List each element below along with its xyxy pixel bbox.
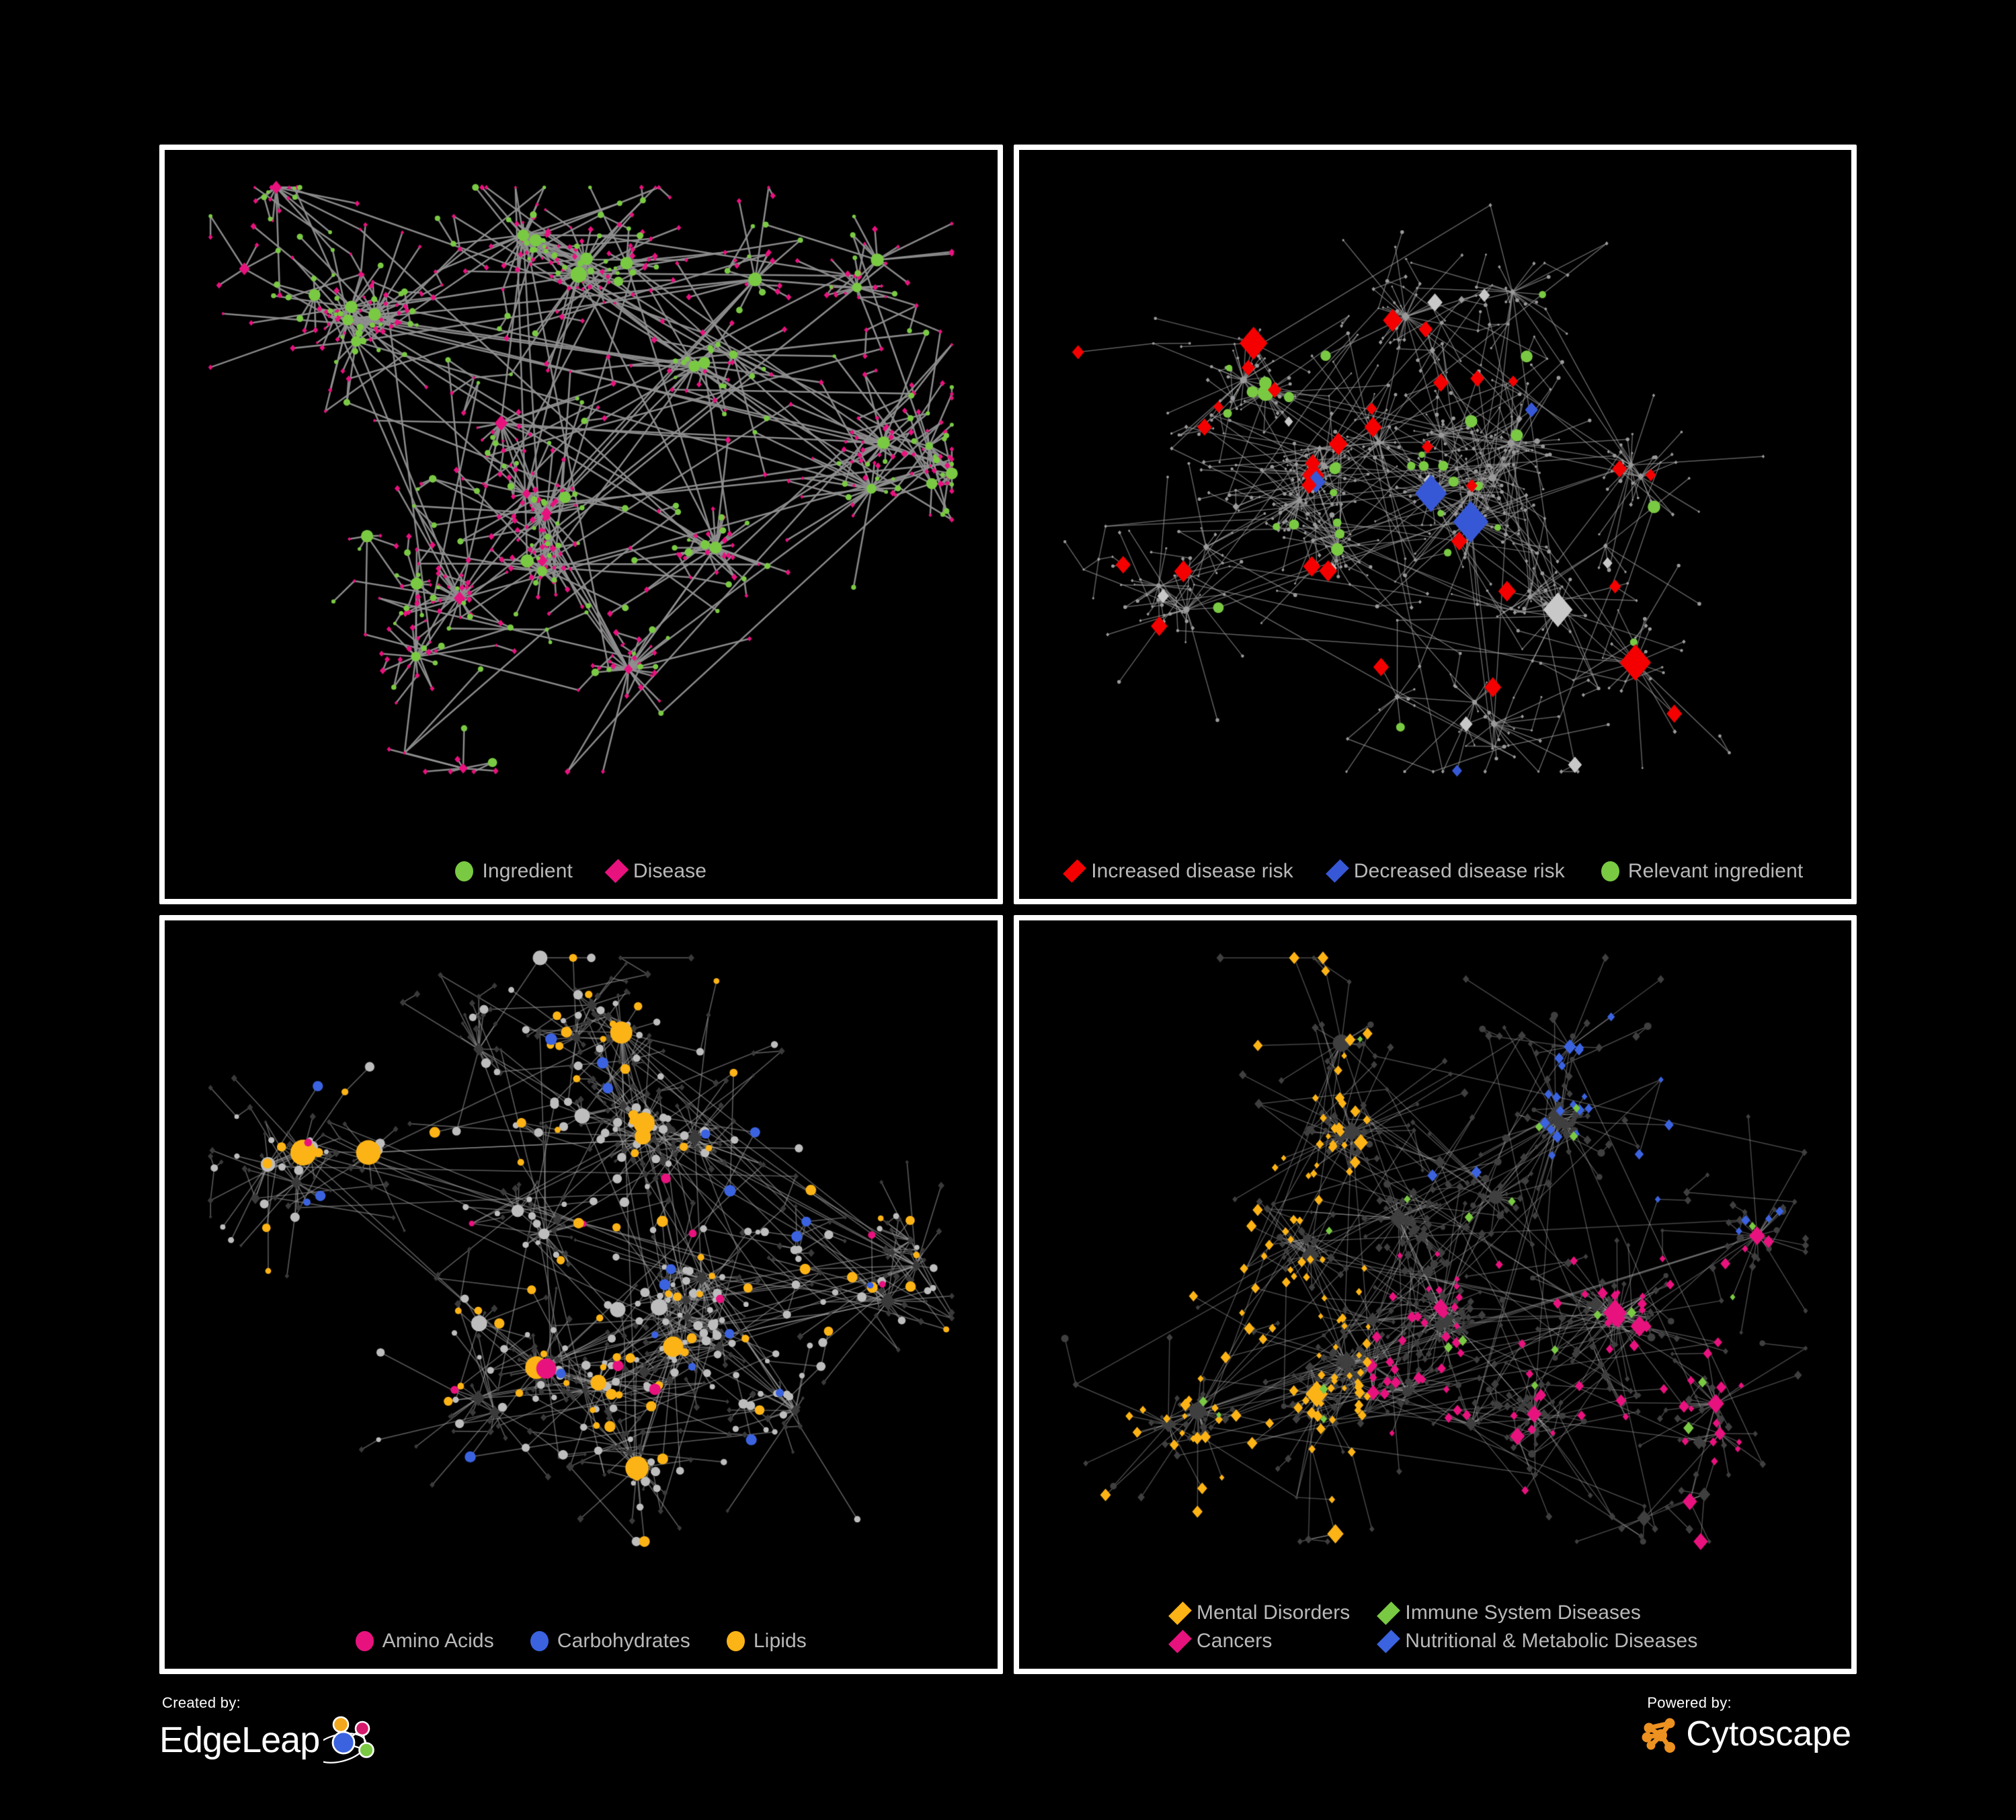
cytoscape-wordmark: Cytoscape — [1686, 1714, 1851, 1753]
legend-item-mental-disorders[interactable]: Mental Disorders — [1168, 1601, 1350, 1625]
legend-label-amino-acids: Amino Acids — [382, 1630, 494, 1652]
panel-grid: Ingredient Disease Increased disease ris… — [159, 145, 1857, 1674]
legend-item-immune-system-diseases[interactable]: Immune System Diseases — [1377, 1601, 1642, 1625]
powered-by-brand[interactable]: Powered by: — [1640, 1694, 1851, 1755]
circle-marker-icon — [1601, 861, 1619, 881]
cytoscape-hub-logo-icon — [1640, 1713, 1682, 1755]
diamond-marker-icon — [1377, 1629, 1401, 1653]
circle-marker-icon — [455, 861, 474, 881]
legend-item-lipids[interactable]: Lipids — [726, 1630, 807, 1652]
panel-ingredient-classes[interactable]: Amino Acids Carbohydrates Lipids — [159, 914, 1003, 1674]
legend-label-increased-risk: Increased disease risk — [1091, 859, 1293, 882]
legend-item-nutritional-metabolic-diseases[interactable]: Nutritional & Metabolic Diseases — [1377, 1629, 1698, 1653]
legend-ingredient-disease: Ingredient Disease — [165, 859, 998, 883]
legend-disease-classes: Mental Disorders Immune System Diseases … — [1019, 1601, 1852, 1653]
legend-label-ingredient: Ingredient — [482, 859, 573, 882]
legend-label-decreased-risk: Decreased disease risk — [1353, 859, 1565, 882]
legend-label-immune-system-diseases: Immune System Diseases — [1405, 1601, 1642, 1624]
legend-item-ingredient[interactable]: Ingredient — [455, 859, 573, 882]
legend-item-decreased-risk[interactable]: Decreased disease risk — [1325, 859, 1565, 883]
edgeleap-network-logo-icon — [323, 1713, 381, 1767]
panel-ingredient-disease[interactable]: Ingredient Disease — [159, 145, 1003, 904]
legend-item-carbohydrates[interactable]: Carbohydrates — [530, 1631, 690, 1651]
panel-disease-classes[interactable]: Mental Disorders Immune System Diseases … — [1013, 914, 1857, 1674]
diamond-marker-icon — [604, 859, 629, 883]
legend-label-lipids: Lipids — [753, 1630, 807, 1652]
edgeleap-wordmark: EdgeLeap — [159, 1720, 320, 1760]
legend-item-disease[interactable]: Disease — [604, 859, 707, 883]
diamond-marker-icon — [1377, 1601, 1401, 1625]
legend-label-carbohydrates: Carbohydrates — [557, 1630, 690, 1652]
circle-marker-icon — [355, 1631, 374, 1651]
diamond-marker-icon — [1168, 1601, 1192, 1625]
edgeleap-row: EdgeLeap — [159, 1713, 381, 1767]
powered-by-kicker: Powered by: — [1647, 1694, 1732, 1711]
legend-label-mental-disorders: Mental Disorders — [1197, 1601, 1350, 1624]
legend-label-relevant-ingredient: Relevant ingredient — [1627, 859, 1804, 882]
diamond-marker-icon — [1325, 859, 1349, 883]
legend-item-amino-acids[interactable]: Amino Acids — [355, 1630, 494, 1652]
legend-disease-risk: Increased disease risk Decreased disease… — [1019, 859, 1852, 883]
network-canvas-disease-risk[interactable] — [1018, 150, 1851, 899]
diamond-marker-icon — [1168, 1629, 1192, 1653]
circle-marker-icon — [530, 1631, 549, 1651]
network-canvas-disease-classes[interactable] — [1018, 920, 1851, 1669]
legend-ingredient-classes: Amino Acids Carbohydrates Lipids — [165, 1631, 998, 1651]
footer: Created by: EdgeLeap — [159, 1688, 1857, 1802]
legend-label-cancers: Cancers — [1197, 1630, 1273, 1652]
created-by-brand[interactable]: Created by: EdgeLeap — [159, 1694, 381, 1767]
legend-label-disease: Disease — [633, 859, 707, 882]
network-canvas-ingredient-classes[interactable] — [165, 920, 998, 1669]
cytoscape-row: Cytoscape — [1640, 1713, 1851, 1755]
circle-marker-icon — [726, 1631, 745, 1651]
panel-disease-risk[interactable]: Increased disease risk Decreased disease… — [1013, 145, 1857, 904]
network-canvas-ingredient-disease[interactable] — [165, 150, 998, 899]
diamond-marker-icon — [1063, 859, 1087, 883]
legend-item-increased-risk[interactable]: Increased disease risk — [1063, 859, 1293, 883]
legend-item-cancers[interactable]: Cancers — [1168, 1629, 1273, 1653]
created-by-kicker: Created by: — [162, 1694, 241, 1711]
legend-label-nutritional-metabolic-diseases: Nutritional & Metabolic Diseases — [1405, 1630, 1698, 1652]
legend-item-relevant-ingredient[interactable]: Relevant ingredient — [1601, 861, 1803, 881]
